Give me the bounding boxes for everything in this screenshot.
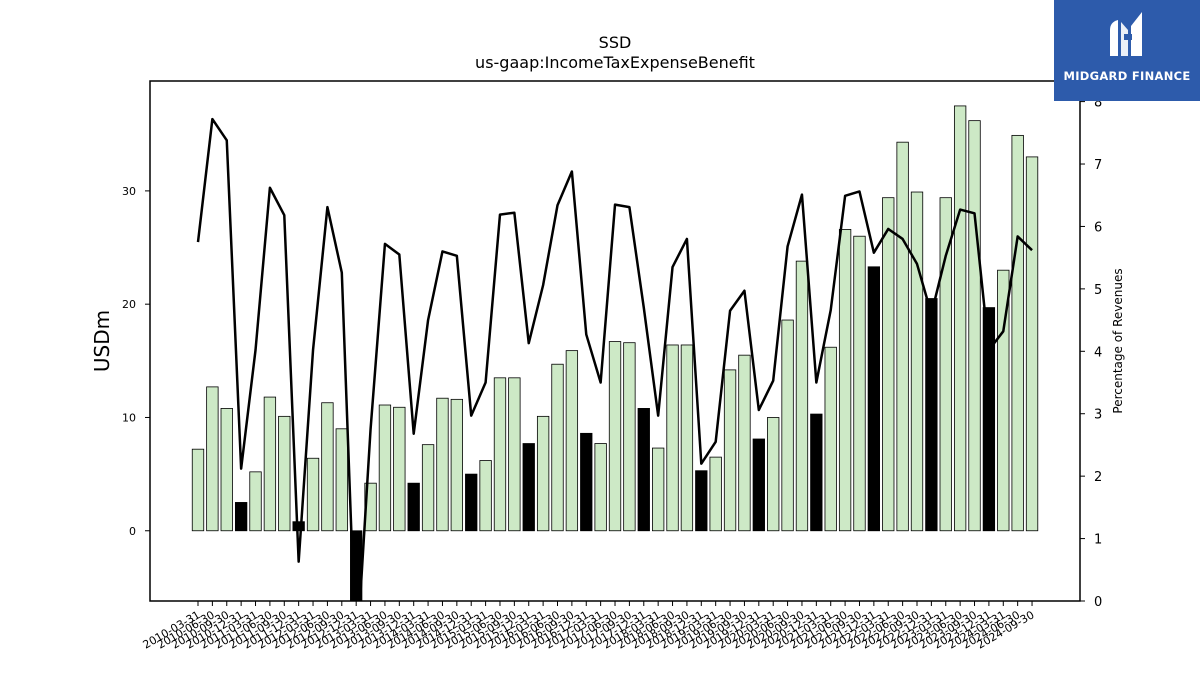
bar-2016-03-31	[536, 415, 550, 532]
y-tick-label-20: 20	[122, 298, 136, 311]
bar-2018-03-31	[652, 447, 665, 532]
bar-2011-12-31	[292, 521, 305, 532]
bar-2021-12-31	[867, 266, 881, 532]
bar-2011-06-30	[263, 396, 277, 532]
bar-2020-06-30	[781, 319, 794, 532]
bar-2019-06-30	[723, 369, 737, 532]
bar-2015-03-31	[479, 460, 492, 532]
y-axis-label: USDm	[90, 310, 114, 372]
y2-tick-label-5: 5	[1094, 283, 1102, 298]
bar-2022-03-31	[882, 197, 895, 532]
bar-2015-06-30	[493, 377, 507, 532]
plot-area: 01020300123456782010-03-312010-06-302010…	[122, 96, 1102, 652]
bar-2020-03-31	[767, 417, 780, 532]
bar-2010-06-30	[206, 386, 219, 532]
y-tick-label-0: 0	[129, 525, 136, 538]
bar-2022-09-30	[910, 191, 924, 532]
bar-2012-09-30	[335, 428, 348, 532]
y2-tick-label-4: 4	[1094, 345, 1102, 360]
y2-axis-label: Percentage of Revenues	[1111, 268, 1125, 413]
y2-tick-label-6: 6	[1094, 220, 1102, 235]
bar-2019-09-30	[738, 354, 751, 532]
bar-2014-03-31	[421, 444, 435, 532]
bar-2013-12-31	[407, 482, 420, 532]
bar-2019-03-31	[709, 456, 722, 532]
brand-logo: MIDGARD FINANCE	[1054, 0, 1200, 101]
bar-2020-09-30	[795, 260, 809, 532]
bar-2017-09-30	[623, 342, 636, 532]
bar-2018-12-31	[695, 470, 708, 532]
bar-2022-06-30	[896, 141, 909, 532]
chart-subtitle: us-gaap:IncomeTaxExpenseBenefit	[475, 53, 755, 72]
plot-frame	[149, 80, 1081, 602]
bar-2011-03-31	[249, 471, 262, 532]
bar-2013-09-30	[393, 406, 406, 532]
logo-text: MIDGARD FINANCE	[1063, 69, 1191, 83]
bar-2012-06-30	[321, 402, 334, 532]
bar-2017-12-31	[637, 408, 650, 532]
bar-2016-06-30	[551, 363, 564, 532]
bar-2019-12-31	[752, 438, 765, 532]
bar-2023-06-30	[953, 105, 967, 532]
y2-tick-label-2: 2	[1094, 470, 1102, 485]
bar-2016-12-31	[580, 432, 593, 532]
bar-2021-09-30	[853, 235, 866, 532]
revenue-pct-line	[196, 117, 1033, 601]
bar-2012-03-31	[306, 457, 320, 532]
bar-2023-12-31	[982, 307, 996, 532]
chart-title: SSD	[599, 33, 632, 52]
logo-mark-icon	[1110, 12, 1142, 56]
bar-2021-03-31	[824, 346, 837, 532]
bar-2010-03-31	[191, 448, 205, 532]
bar-2022-12-31	[925, 298, 938, 532]
bar-2023-03-31	[939, 197, 952, 532]
y2-tick-label-3: 3	[1094, 408, 1102, 423]
bar-2010-12-31	[234, 502, 248, 532]
y-tick-label-30: 30	[122, 185, 136, 198]
y2-tick-label-7: 7	[1094, 158, 1102, 173]
y2-tick-label-1: 1	[1094, 533, 1102, 548]
bar-2018-06-30	[666, 344, 679, 532]
bar-2013-06-30	[378, 404, 392, 532]
bar-2011-09-30	[278, 415, 291, 532]
bar-2015-09-30	[508, 377, 521, 532]
bar-2024-09-30	[1025, 156, 1039, 532]
bar-2015-12-31	[522, 443, 535, 532]
bar-2017-06-30	[608, 341, 622, 532]
bar-2021-06-30	[838, 229, 852, 532]
bar-2016-09-30	[565, 350, 579, 532]
bar-2024-06-30	[1011, 134, 1024, 532]
bar-2023-09-30	[968, 120, 981, 532]
bar-2024-03-31	[997, 269, 1010, 532]
bar-2020-12-31	[810, 413, 823, 532]
y2-tick-label-8: 8	[1094, 96, 1102, 111]
bar-2014-12-31	[465, 473, 478, 532]
bar-2010-09-30	[220, 408, 233, 532]
y2-tick-label-0: 0	[1094, 595, 1102, 610]
bar-2018-09-30	[680, 344, 694, 532]
bar-2014-09-30	[450, 398, 463, 532]
plot-marks	[191, 105, 1039, 601]
y-tick-label-10: 10	[122, 411, 136, 424]
bar-2017-03-31	[594, 443, 607, 532]
bar-2014-06-30	[436, 397, 449, 532]
